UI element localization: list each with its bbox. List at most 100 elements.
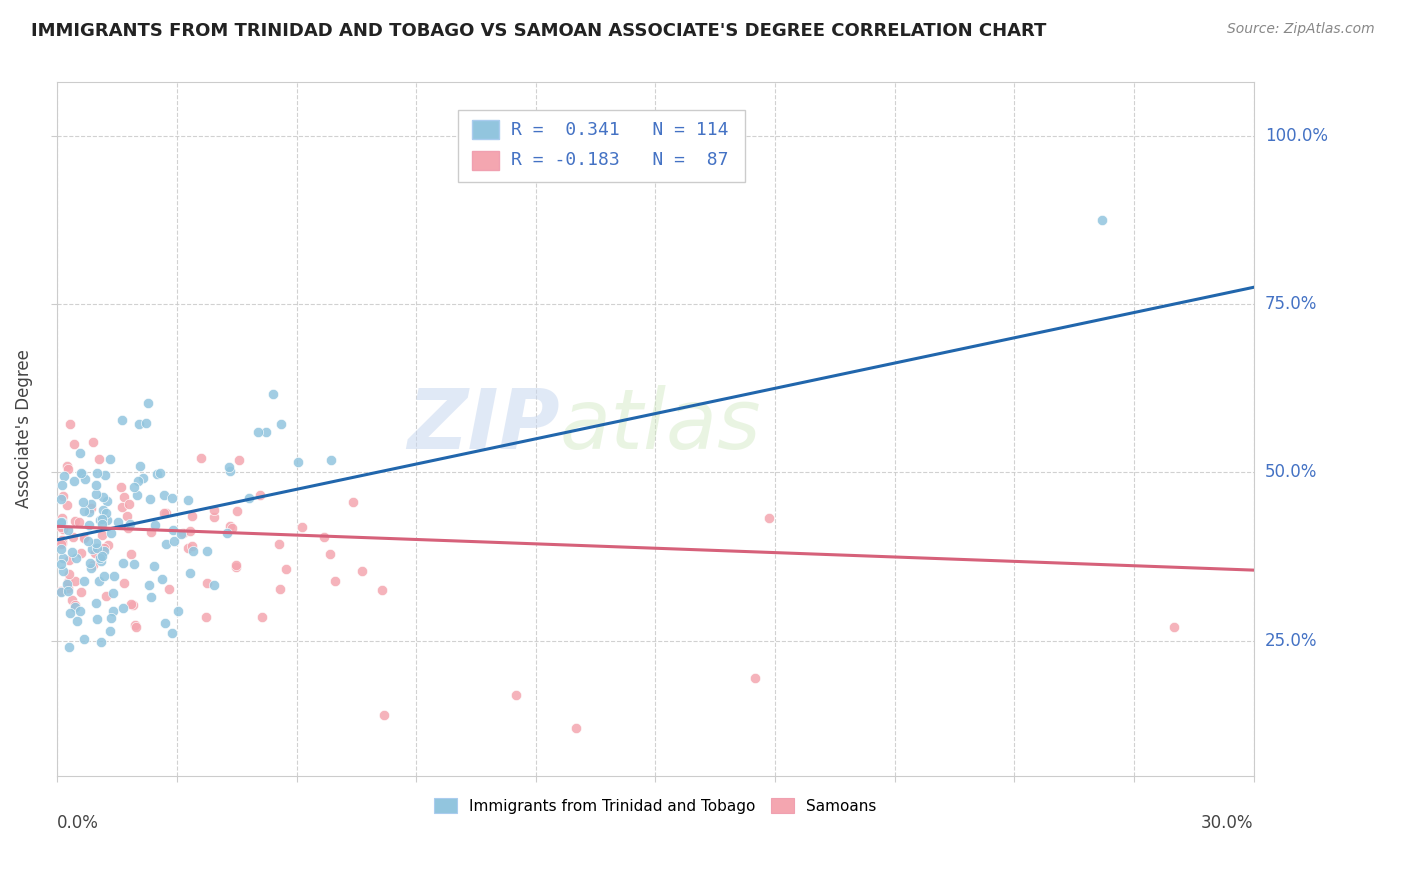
Point bbox=[56, 581, 79, 595]
Point bbox=[100, 624, 122, 639]
Point bbox=[51, 541, 73, 556]
Text: ZIP: ZIP bbox=[408, 384, 560, 466]
Point bbox=[84, 546, 107, 560]
Text: 50.0%: 50.0% bbox=[1265, 464, 1317, 482]
Point bbox=[84, 486, 107, 500]
Point bbox=[69, 446, 91, 460]
Point bbox=[70, 546, 93, 560]
Point bbox=[262, 387, 284, 401]
Point bbox=[89, 551, 111, 566]
Point bbox=[58, 462, 80, 476]
Point bbox=[70, 585, 93, 599]
Point bbox=[218, 460, 240, 475]
Point bbox=[79, 556, 101, 570]
Point bbox=[157, 582, 180, 597]
Point bbox=[125, 620, 148, 634]
Point bbox=[103, 569, 125, 583]
Point bbox=[90, 528, 112, 542]
Point bbox=[270, 417, 292, 431]
Legend: Immigrants from Trinidad and Tobago, Samoans: Immigrants from Trinidad and Tobago, Sam… bbox=[429, 792, 883, 820]
Point bbox=[177, 493, 200, 508]
Point bbox=[267, 537, 290, 551]
Point bbox=[150, 572, 173, 586]
Point bbox=[69, 466, 91, 480]
Point bbox=[82, 434, 104, 449]
Point bbox=[103, 586, 125, 600]
Point bbox=[96, 513, 118, 527]
Point bbox=[118, 497, 141, 511]
Point bbox=[112, 490, 135, 504]
Point bbox=[195, 544, 218, 558]
Point bbox=[87, 574, 110, 588]
Point bbox=[172, 526, 194, 541]
Point bbox=[72, 495, 94, 509]
Point bbox=[153, 488, 176, 502]
Point bbox=[77, 517, 100, 532]
Point bbox=[219, 519, 242, 533]
Point bbox=[249, 488, 271, 502]
Point bbox=[225, 504, 247, 518]
Point bbox=[138, 491, 160, 506]
Point bbox=[65, 574, 87, 588]
Point bbox=[51, 491, 73, 506]
Point bbox=[111, 413, 134, 427]
Point bbox=[124, 480, 146, 494]
Point bbox=[162, 523, 184, 537]
Point bbox=[58, 640, 80, 654]
Point bbox=[86, 478, 108, 492]
Point bbox=[350, 565, 373, 579]
Point bbox=[323, 574, 346, 588]
Point bbox=[112, 576, 135, 591]
Point bbox=[67, 515, 90, 529]
Point bbox=[127, 474, 149, 488]
Point bbox=[250, 610, 273, 624]
Point bbox=[58, 575, 80, 590]
Y-axis label: Associate's Degree: Associate's Degree bbox=[15, 350, 32, 508]
Point bbox=[342, 495, 364, 509]
Point bbox=[160, 491, 183, 506]
Point bbox=[195, 610, 218, 624]
Point bbox=[112, 601, 135, 615]
Text: 30.0%: 30.0% bbox=[1201, 814, 1254, 832]
Point bbox=[51, 557, 73, 571]
Point bbox=[91, 502, 114, 516]
Point bbox=[58, 552, 80, 566]
Point bbox=[73, 503, 96, 517]
Point bbox=[93, 541, 115, 555]
Point bbox=[564, 722, 586, 736]
Point bbox=[319, 547, 342, 561]
Point bbox=[100, 525, 122, 540]
Point bbox=[181, 544, 204, 558]
Point bbox=[94, 468, 117, 483]
Point bbox=[247, 425, 270, 440]
Point bbox=[111, 500, 134, 514]
Point bbox=[91, 549, 114, 563]
Point bbox=[51, 583, 73, 598]
Point bbox=[52, 522, 75, 536]
Point bbox=[90, 516, 112, 531]
Point bbox=[128, 459, 150, 474]
Point bbox=[82, 558, 104, 572]
Point bbox=[51, 516, 73, 531]
Point bbox=[125, 488, 148, 502]
Point bbox=[75, 472, 97, 486]
Point bbox=[179, 524, 201, 538]
Point bbox=[53, 468, 76, 483]
Point bbox=[190, 451, 212, 466]
Point bbox=[89, 451, 111, 466]
Point bbox=[59, 417, 82, 431]
Point bbox=[60, 545, 83, 559]
Point bbox=[90, 635, 112, 649]
Point bbox=[221, 520, 243, 534]
Point bbox=[136, 395, 159, 409]
Point bbox=[94, 507, 117, 521]
Point bbox=[744, 671, 766, 685]
Point bbox=[155, 537, 177, 551]
Point bbox=[321, 452, 343, 467]
Point bbox=[56, 498, 79, 512]
Point bbox=[287, 455, 309, 469]
Point bbox=[51, 516, 73, 530]
Point bbox=[117, 521, 139, 535]
Point bbox=[56, 523, 79, 537]
Point bbox=[90, 554, 112, 568]
